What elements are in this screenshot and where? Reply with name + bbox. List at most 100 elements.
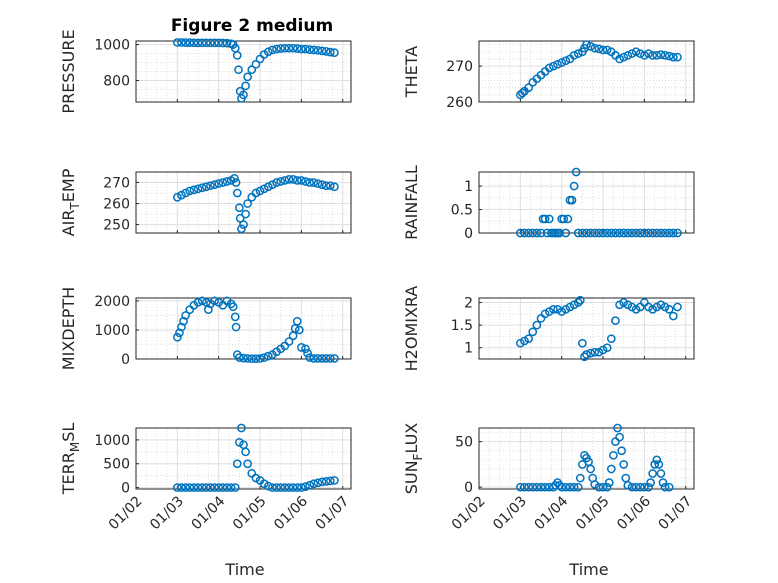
data-point — [635, 49, 645, 58]
data-point — [263, 47, 273, 57]
data-point — [325, 354, 335, 363]
data-point — [654, 460, 664, 469]
data-point — [232, 188, 242, 198]
data-point — [611, 228, 620, 238]
data-point — [330, 182, 339, 192]
data-point — [172, 38, 182, 47]
y-axis-label: TERRMSL — [59, 423, 82, 496]
data-point — [181, 311, 190, 320]
axes-box — [478, 427, 695, 490]
data-point — [644, 482, 653, 492]
data-point — [656, 228, 666, 238]
data-point — [321, 477, 331, 486]
subplot-5: 0 1000 2000 MIXDEPTH — [59, 287, 352, 370]
data-point — [330, 476, 339, 485]
data-point — [580, 352, 589, 362]
data-point — [615, 54, 624, 64]
data-point — [259, 353, 269, 362]
axes-box — [135, 297, 352, 360]
data-point — [214, 179, 224, 188]
axes-box — [135, 427, 352, 490]
data-point — [276, 483, 286, 492]
data-point — [613, 423, 622, 433]
data-point — [309, 45, 319, 55]
data-point — [232, 459, 242, 469]
data-point — [193, 184, 203, 194]
data-point — [309, 178, 319, 187]
data-point — [317, 477, 327, 487]
data-point — [297, 343, 306, 352]
data-point — [575, 295, 585, 305]
x-tick-label: 01/02 — [106, 493, 146, 533]
data-point — [604, 478, 614, 487]
data-point — [292, 176, 302, 185]
data-point — [272, 44, 281, 54]
data-point — [235, 203, 244, 213]
data-point — [544, 214, 554, 224]
data-point — [598, 482, 608, 492]
data-point — [189, 38, 199, 48]
data-point — [317, 46, 327, 56]
data-point — [226, 483, 236, 492]
data-point — [303, 348, 312, 358]
data-point — [197, 38, 207, 48]
data-point — [652, 455, 662, 465]
data-point — [561, 482, 571, 492]
data-point — [241, 447, 250, 457]
data-point — [623, 228, 633, 238]
y-tick-label: 250 — [103, 218, 130, 234]
data-point — [197, 183, 207, 193]
data-point — [185, 38, 195, 47]
y-tick-label: 1000 — [94, 323, 130, 339]
data-point — [532, 228, 542, 238]
subplot-2: 260 270 THETA — [402, 40, 695, 111]
data-point — [660, 482, 670, 492]
data-point — [259, 184, 269, 194]
data-point — [532, 482, 542, 492]
data-point — [569, 51, 579, 60]
y-tick-label: 0 — [464, 226, 473, 242]
data-point — [251, 188, 261, 198]
data-point — [313, 478, 323, 488]
data-point — [317, 354, 327, 363]
data-point — [567, 195, 577, 205]
data-point — [280, 483, 290, 492]
data-point — [181, 483, 190, 492]
data-point — [263, 481, 273, 491]
data-point — [578, 228, 587, 238]
axes-box — [478, 171, 695, 234]
data-point — [181, 188, 190, 198]
data-point — [276, 177, 286, 186]
x-tick-label: 01/03 — [147, 493, 187, 533]
data-point — [243, 459, 252, 469]
data-point — [206, 483, 215, 492]
data-point — [239, 353, 248, 363]
data-point — [172, 192, 182, 202]
data-point — [540, 482, 550, 492]
data-point — [305, 353, 315, 362]
data-point — [528, 482, 538, 492]
data-point — [305, 178, 315, 187]
y-tick-label: 260 — [446, 95, 473, 111]
data-point — [292, 483, 302, 492]
y-tick-label: 270 — [446, 59, 473, 75]
data-point — [197, 296, 207, 306]
data-point — [301, 44, 310, 54]
y-tick-label: 0 — [121, 481, 130, 497]
data-point — [325, 181, 335, 191]
data-point — [185, 483, 195, 492]
data-point — [181, 38, 190, 47]
data-point — [230, 173, 239, 183]
data-point — [648, 51, 658, 60]
data-point — [586, 228, 595, 238]
data-point — [193, 483, 203, 492]
data-point — [268, 180, 277, 189]
data-point — [313, 179, 323, 188]
data-point — [664, 228, 674, 238]
data-point — [218, 178, 228, 187]
subplot-3: 250 260 270 AIRTEMP — [59, 168, 352, 236]
y-axis-label: PRESSURE — [59, 29, 78, 113]
data-point — [243, 72, 252, 82]
data-point — [280, 176, 290, 185]
